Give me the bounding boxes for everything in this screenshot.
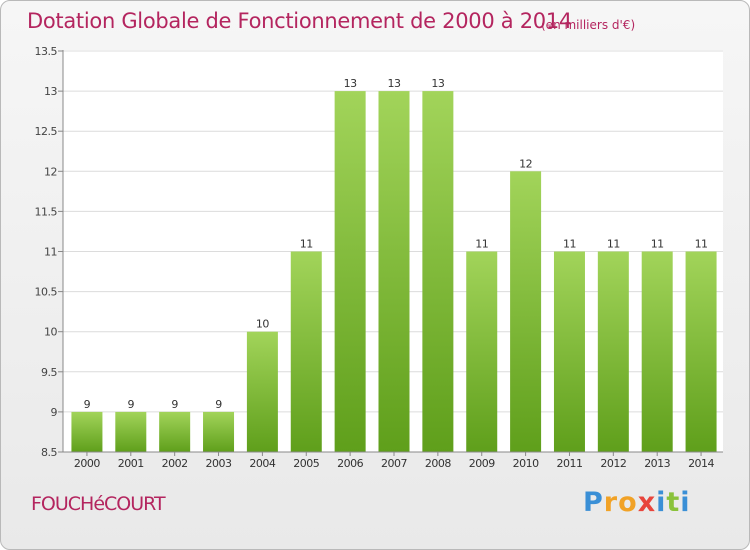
bar bbox=[71, 411, 103, 452]
data-label: 13 bbox=[344, 77, 357, 90]
commune-name: FOUCHéCOURT bbox=[31, 493, 166, 515]
data-label: 9 bbox=[171, 398, 178, 411]
data-label: 9 bbox=[215, 398, 222, 411]
bar bbox=[378, 91, 410, 452]
axes: 8.5 9 9.5 10 10.5 11 11.5 12 12.5 13 13.5 2000 2001 2… bbox=[35, 45, 723, 470]
bar bbox=[422, 91, 454, 452]
data-label: 11 bbox=[563, 238, 576, 251]
x-tick-label: 2003 bbox=[206, 457, 232, 470]
data-label: 12 bbox=[519, 157, 532, 170]
bar bbox=[203, 411, 235, 452]
data-label: 13 bbox=[431, 77, 444, 90]
bar bbox=[553, 251, 585, 452]
data-label: 11 bbox=[651, 238, 664, 251]
data-label: 11 bbox=[300, 238, 313, 251]
bar bbox=[510, 171, 542, 453]
y-tick-label: 11 bbox=[44, 246, 57, 259]
logo-letter: P bbox=[583, 487, 604, 518]
x-tick-label: 2002 bbox=[162, 457, 188, 470]
logo-letter: t bbox=[666, 487, 681, 518]
x-tick-label: 2005 bbox=[293, 457, 319, 470]
x-tick-label: 2007 bbox=[381, 457, 407, 470]
logo-letter: i bbox=[656, 487, 667, 518]
x-tick-label: 2006 bbox=[337, 457, 363, 470]
bar bbox=[685, 251, 717, 452]
proxiti-logo: Proxiti bbox=[583, 487, 691, 518]
bar bbox=[641, 251, 673, 452]
bar bbox=[334, 91, 366, 452]
data-label: 13 bbox=[388, 77, 401, 90]
data-label: 9 bbox=[128, 398, 135, 411]
x-tick-label: 2010 bbox=[513, 457, 539, 470]
chart-subtitle: (en milliers d'€) bbox=[541, 18, 636, 32]
data-label: 10 bbox=[256, 318, 269, 331]
logo-letter: r bbox=[603, 487, 619, 518]
bar bbox=[466, 251, 498, 452]
bar bbox=[597, 251, 629, 452]
data-label: 11 bbox=[695, 238, 708, 251]
data-label: 11 bbox=[607, 238, 620, 251]
x-tick-label: 2012 bbox=[600, 457, 626, 470]
x-tick-label: 2004 bbox=[249, 457, 275, 470]
bar bbox=[290, 251, 322, 452]
logo-letter: o bbox=[618, 487, 638, 518]
y-tick-label: 9.5 bbox=[41, 366, 57, 379]
x-tick-label: 2001 bbox=[118, 457, 144, 470]
bar bbox=[115, 411, 147, 452]
x-tick-label: 2013 bbox=[644, 457, 670, 470]
data-label: 9 bbox=[84, 398, 91, 411]
x-tick-label: 2011 bbox=[556, 457, 582, 470]
y-tick-label: 12.5 bbox=[35, 125, 58, 138]
data-label: 11 bbox=[475, 238, 488, 251]
y-tick-label: 12 bbox=[44, 165, 57, 178]
logo-letter: x bbox=[637, 487, 657, 518]
logo-letter: i bbox=[680, 487, 691, 518]
y-tick-label: 13 bbox=[44, 85, 57, 98]
bars: 9 9 9 9 10 11 13 13 13 11 12 11 11 11 11 bbox=[71, 77, 717, 453]
y-tick-label: 11.5 bbox=[35, 205, 58, 218]
bar bbox=[159, 411, 191, 452]
y-tick-label: 9 bbox=[51, 406, 58, 419]
y-tick-label: 8.5 bbox=[41, 446, 57, 459]
bar bbox=[246, 331, 278, 452]
x-tick-label: 2000 bbox=[74, 457, 100, 470]
x-tick-label: 2008 bbox=[425, 457, 451, 470]
y-tick-label: 10.5 bbox=[35, 286, 58, 299]
x-tick-label: 2009 bbox=[469, 457, 495, 470]
y-tick-label: 10 bbox=[44, 326, 57, 339]
y-tick-label: 13.5 bbox=[35, 45, 58, 58]
chart-title: Dotation Globale de Fonctionnement de 20… bbox=[27, 9, 572, 33]
x-tick-label: 2014 bbox=[688, 457, 714, 470]
